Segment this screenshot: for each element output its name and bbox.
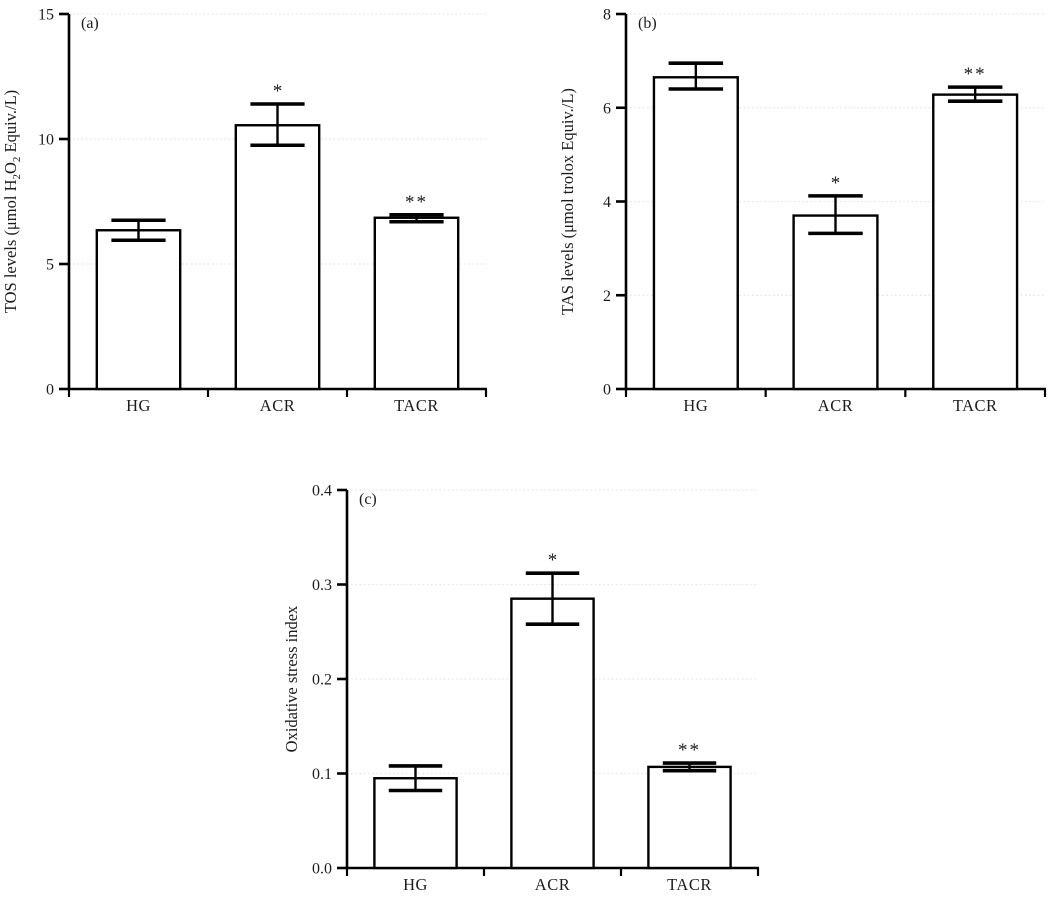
panel-b-letter: (b)	[638, 15, 657, 32]
panel-c-y-tick-label: 0.4	[312, 483, 332, 500]
panel-b-y-axis-label: TAS levels (μmol trolox Equiv./L)	[558, 88, 577, 315]
panel-a-significance-tacr: **	[405, 192, 428, 213]
panel-c-bar-tacr	[647, 765, 732, 870]
panel-a-bar-acr	[234, 124, 321, 391]
panel-b-x-tick-label: TACR	[953, 396, 998, 415]
panel-a-x-tick-label: HG	[126, 396, 151, 415]
panel-c-y-tick-label: 0.0	[312, 861, 332, 878]
panel-c-significance-acr: *	[548, 550, 558, 571]
panel-a-significance-acr: *	[273, 81, 283, 102]
panel-a-x-tick-label: TACR	[394, 396, 439, 415]
panel-a-y-axis-label: TOS levels (μmol H2O2 Equiv./L)	[1, 90, 23, 313]
panel-b-y-tick-label: 0	[603, 382, 611, 399]
panel-c-x-tick-label: HG	[403, 875, 428, 894]
panel-a-y-tick-label: 10	[38, 132, 54, 149]
panel-a-y-tick-label: 15	[38, 7, 54, 24]
panel-c-bar-acr	[510, 597, 595, 870]
panel-b-significance-acr: *	[831, 173, 841, 194]
panel-b-y-tick-label: 4	[603, 194, 611, 211]
panel-b-bar-acr	[792, 214, 879, 391]
panel-b-x-tick-label: ACR	[818, 396, 853, 415]
panel-c-y-tick-label: 0.2	[312, 672, 332, 689]
panel-a-y-tick-label: 0	[46, 382, 54, 399]
panel-b-x-tick-label: HG	[683, 396, 708, 415]
panel-a-x-tick-label: ACR	[260, 396, 295, 415]
panel-c-bar-hg	[373, 777, 458, 870]
panel-b-bar-tacr	[932, 93, 1019, 391]
panel-c-significance-tacr: **	[678, 740, 701, 761]
panel-c-y-tick-label: 0.1	[312, 766, 332, 783]
panel-b-bar-hg	[652, 76, 739, 391]
panel-c-letter: (c)	[359, 491, 377, 508]
panel-c-y-tick-label: 0.3	[312, 577, 332, 594]
panel-a-letter: (a)	[81, 15, 99, 32]
panel-b-y-tick-label: 2	[603, 288, 611, 305]
panel-a-y-tick-label: 5	[46, 257, 54, 274]
panel-b-y-tick-label: 8	[603, 7, 611, 24]
panel-b-significance-tacr: **	[964, 64, 987, 85]
panel-c-y-axis-label: Oxidative stress index	[282, 605, 301, 752]
panel-a-bar-hg	[95, 229, 182, 391]
panel-a-bar-tacr	[373, 216, 460, 391]
panel-b-y-tick-label: 6	[603, 100, 611, 117]
panel-c-x-tick-label: ACR	[535, 875, 570, 894]
panel-c-x-tick-label: TACR	[667, 875, 712, 894]
